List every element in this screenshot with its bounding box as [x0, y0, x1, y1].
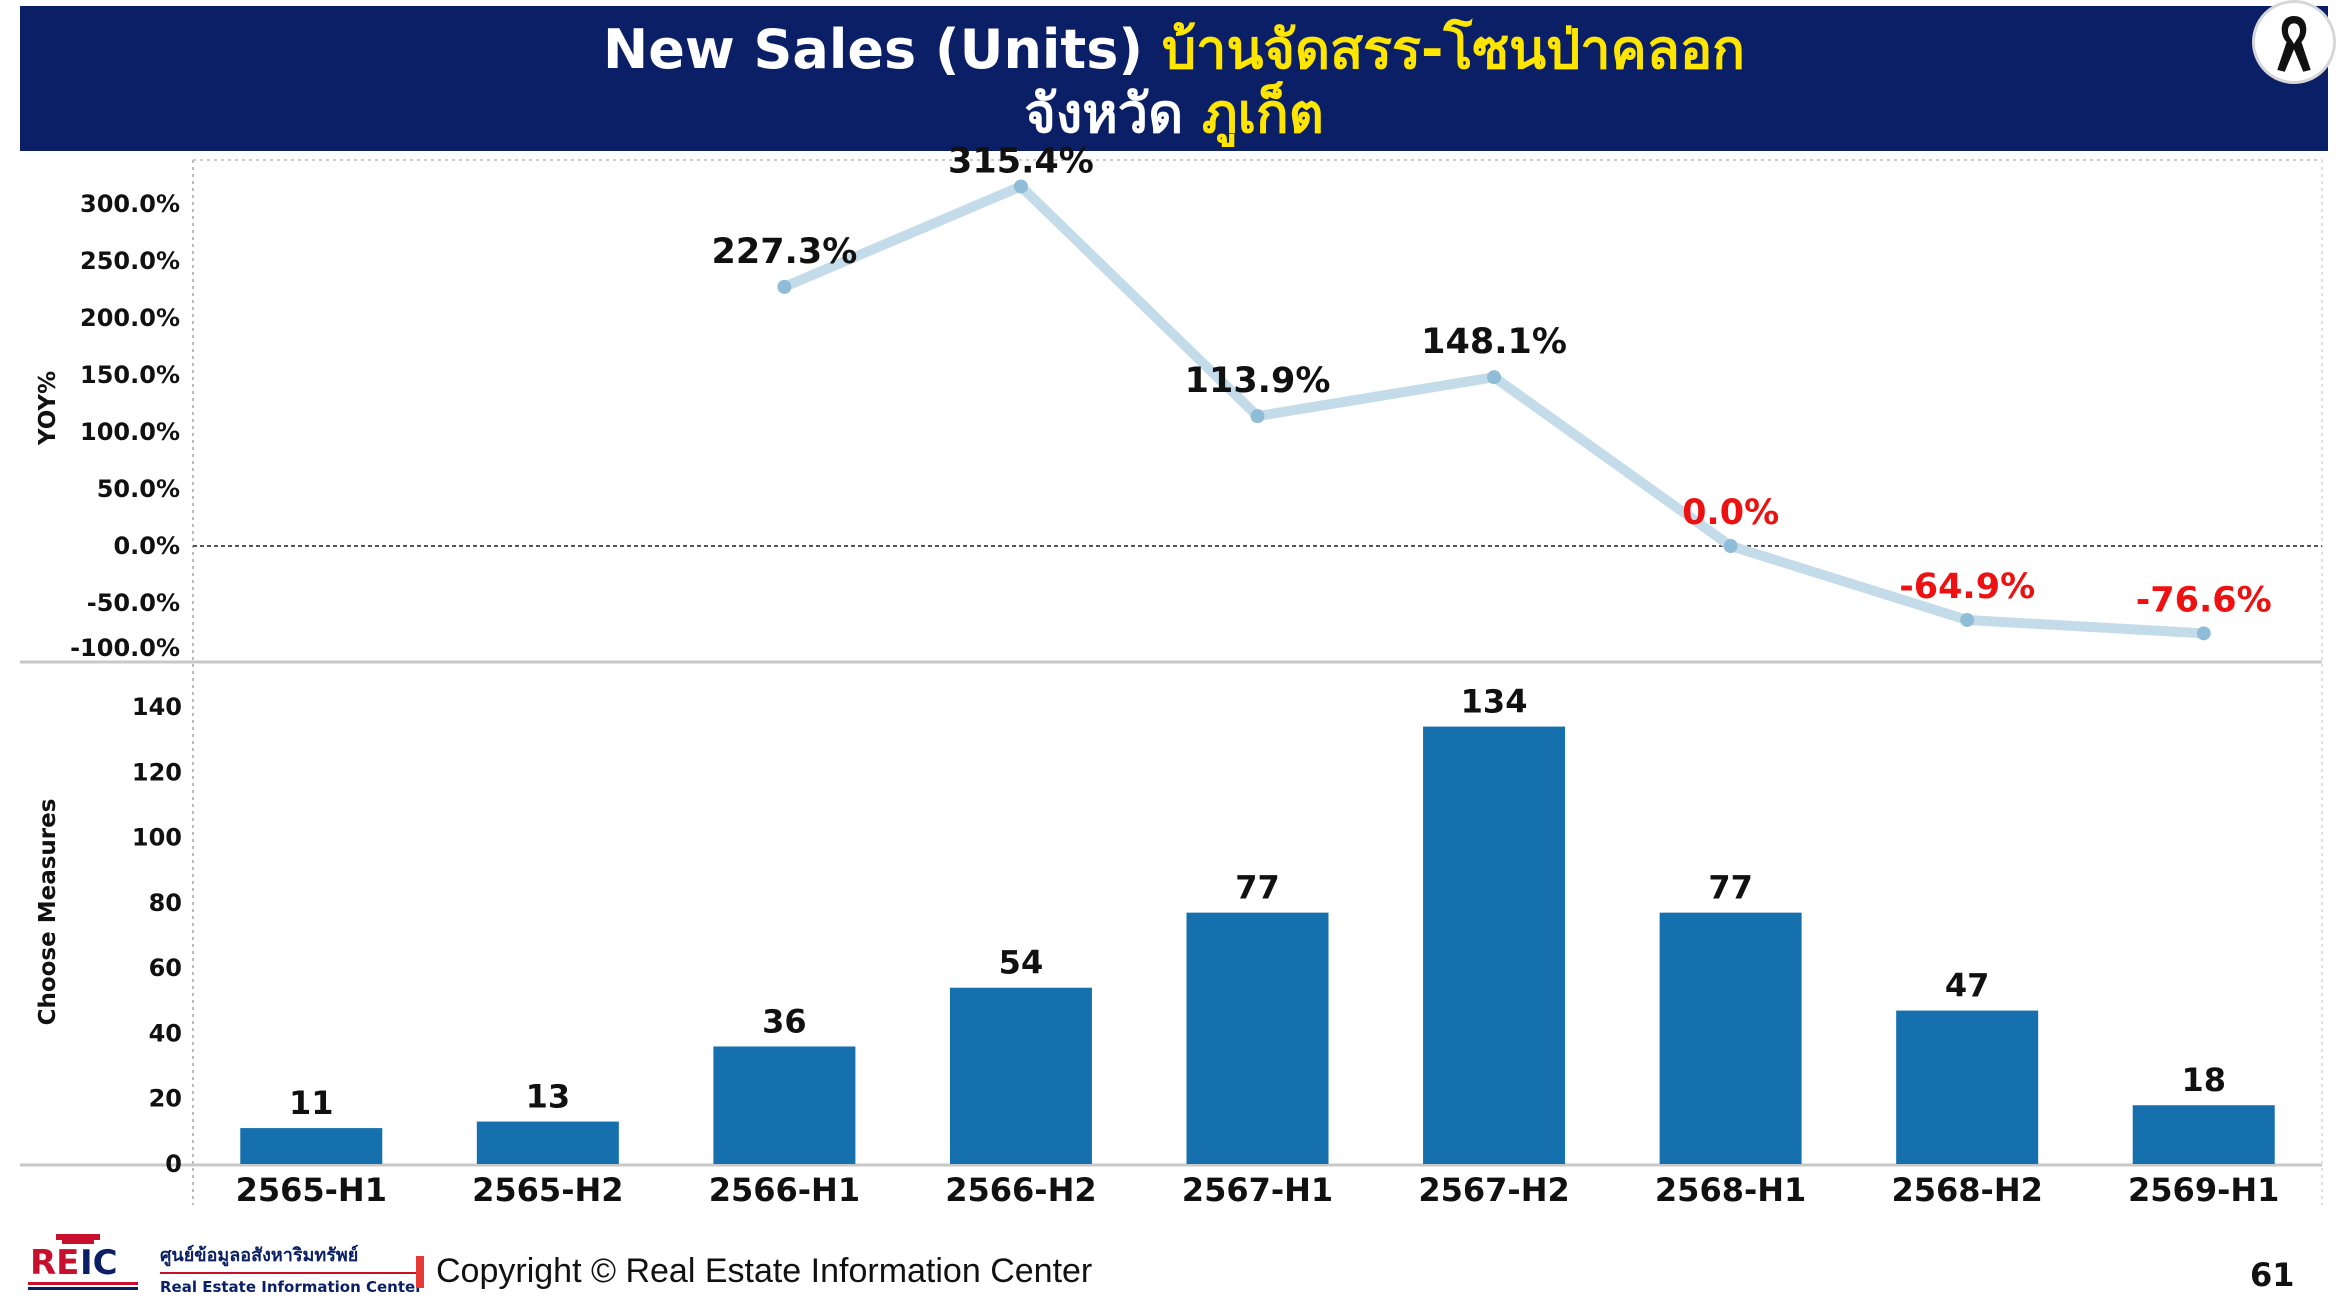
units-bar: [1896, 1010, 2039, 1164]
footer-divider: [416, 1256, 424, 1288]
page-number: 61: [2250, 1256, 2295, 1294]
yoy-tick-label: 100.0%: [80, 418, 180, 446]
units-bar: [1659, 912, 1802, 1164]
org-name-en: Real Estate Information Center: [160, 1278, 423, 1296]
x-tick-label: 2569-H1: [2128, 1171, 2279, 1209]
units-data-label: 134: [1461, 683, 1528, 721]
x-tick-label: 2566-H1: [709, 1171, 860, 1209]
units-data-label: 77: [1235, 869, 1280, 907]
yoy-series: 227.3% 315.4% 113.9% 148.1% 0.0% -64.9% -76.6%: [711, 141, 2272, 641]
units-data-label: 77: [1708, 869, 1753, 907]
units-data-label: 36: [762, 1002, 807, 1040]
units-data-label: 13: [526, 1078, 571, 1116]
yoy-data-label: 0.0%: [1682, 493, 1779, 533]
units-tick-label: 20: [149, 1085, 182, 1113]
yoy-tick-label: -100.0%: [70, 634, 180, 662]
units-data-label: 47: [1945, 967, 1990, 1005]
mourning-ribbon-icon: [2252, 0, 2336, 84]
x-tick-label: 2566-H2: [945, 1171, 1096, 1209]
title-text-province: ภูเก็ต: [1201, 82, 1324, 145]
yoy-tick-label: 50.0%: [97, 475, 180, 503]
units-bar: [476, 1121, 619, 1164]
units-data-label: 54: [999, 944, 1044, 982]
title-text-zone: บ้านจัดสรร-โซนป่าคลอก: [1161, 18, 1745, 81]
units-axis: 140 120 100 80 60 40 20 0: [132, 693, 182, 1178]
x-axis: 2565-H1 2565-H2 2566-H1 2566-H2 2567-H1 2567-…: [236, 1171, 2280, 1209]
yoy-tick-label: 250.0%: [80, 247, 180, 275]
yoy-axis-title: YOY%: [35, 371, 61, 446]
yoy-point: [1487, 370, 1502, 385]
title-text-en: New Sales (Units): [603, 18, 1162, 81]
x-tick-label: 2568-H2: [1891, 1171, 2042, 1209]
svg-text:RE: RE: [30, 1243, 79, 1283]
chart-frame: [20, 159, 2323, 1205]
units-tick-label: 120: [132, 758, 182, 786]
yoy-data-label: 315.4%: [948, 141, 1094, 181]
units-tick-label: 140: [132, 693, 182, 721]
units-tick-label: 40: [149, 1019, 182, 1047]
units-tick-label: 100: [132, 824, 182, 852]
yoy-data-label: 113.9%: [1185, 361, 1331, 401]
yoy-point: [1250, 409, 1265, 424]
units-tick-label: 0: [165, 1150, 182, 1178]
yoy-point: [1013, 179, 1028, 194]
title-text-province-label: จังหวัด: [1024, 82, 1202, 145]
units-bar: [949, 987, 1092, 1164]
units-bar: [2132, 1105, 2275, 1164]
x-tick-label: 2567-H2: [1418, 1171, 1569, 1209]
x-tick-label: 2565-H1: [236, 1171, 387, 1209]
yoy-point: [2196, 626, 2211, 641]
yoy-tick-label: 200.0%: [80, 304, 180, 332]
yoy-tick-label: 0.0%: [113, 532, 180, 560]
units-data-label: 18: [2181, 1061, 2226, 1099]
copyright-text: Copyright © Real Estate Information Cent…: [436, 1252, 1093, 1290]
units-tick-label: 60: [149, 954, 182, 982]
yoy-data-label: -64.9%: [1899, 567, 2035, 607]
org-name-th: ศูนย์ข้อมูลอสังหาริมทรัพย์: [160, 1240, 423, 1274]
yoy-point: [1723, 539, 1738, 553]
units-bar: [1186, 912, 1329, 1164]
x-tick-label: 2565-H2: [472, 1171, 623, 1209]
yoy-axis: 300.0% 250.0% 200.0% 150.0% 100.0% 50.0% 0.0% -…: [70, 190, 2322, 662]
units-bar: [240, 1128, 383, 1164]
units-bar: [1423, 726, 1566, 1164]
x-tick-label: 2568-H1: [1655, 1171, 1806, 1209]
units-axis-title: Choose Measures: [35, 799, 61, 1026]
units-bar: [713, 1046, 856, 1164]
yoy-data-label: 148.1%: [1421, 322, 1567, 362]
title-banner: New Sales (Units) บ้านจัดสรร-โซนป่าคลอก …: [20, 6, 2328, 151]
yoy-tick-label: -50.0%: [87, 589, 180, 617]
org-name: ศูนย์ข้อมูลอสังหาริมทรัพย์ Real Estate I…: [160, 1240, 423, 1296]
yoy-point: [777, 279, 792, 294]
yoy-tick-label: 150.0%: [80, 361, 180, 389]
title-line-2: จังหวัด ภูเก็ต: [20, 82, 2328, 146]
x-tick-label: 2567-H1: [1182, 1171, 1333, 1209]
yoy-data-label: 227.3%: [711, 232, 857, 272]
yoy-point: [1960, 612, 1975, 627]
yoy-data-label: -76.6%: [2136, 580, 2272, 620]
yoy-tick-label: 300.0%: [80, 190, 180, 218]
units-series: 11 13 36 54 77 134 77 47 18: [240, 683, 2275, 1164]
units-tick-label: 80: [149, 889, 182, 917]
svg-text:IC: IC: [80, 1243, 118, 1283]
title-line-1: New Sales (Units) บ้านจัดสรร-โซนป่าคลอก: [20, 18, 2328, 82]
reic-logo: RE IC: [28, 1232, 138, 1292]
units-data-label: 11: [289, 1084, 334, 1122]
